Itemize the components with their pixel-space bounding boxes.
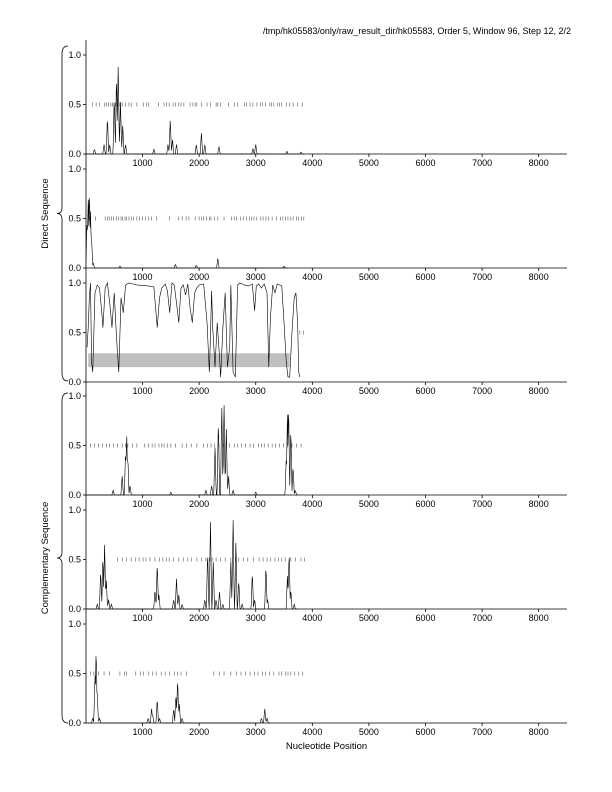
sequence-marks [117, 557, 305, 562]
panel-5: 0.0 0.5 1.0 1000 2000 3000 4000 5000 6000 7000 800… [68, 495, 567, 623]
x-tick-label: 8000 [529, 386, 549, 396]
x-tick-label: 5000 [359, 272, 379, 282]
direct-sequence-label: Direct Sequence [40, 178, 51, 248]
sequence-marks [299, 330, 304, 335]
x-tick-label: 4000 [302, 386, 322, 396]
series-line [86, 281, 301, 378]
y-tick-label: 0.0 [68, 377, 81, 387]
x-tick-label: 6000 [415, 386, 435, 396]
x-tick-label: 6000 [415, 499, 435, 509]
x-tick-label: 2000 [189, 158, 209, 168]
x-tick-label: 6000 [415, 272, 435, 282]
y-tick-label: 0.0 [68, 490, 81, 500]
x-tick-label: 4000 [302, 272, 322, 282]
sequence-marks [89, 216, 305, 221]
x-tick-label: 4000 [302, 727, 322, 737]
sequence-marks [90, 443, 302, 448]
x-tick-label: 4000 [302, 613, 322, 623]
x-tick-label: 2000 [189, 386, 209, 396]
series-line [86, 67, 305, 155]
x-tick-label: 3000 [246, 499, 266, 509]
y-tick-label: 0.5 [68, 214, 81, 224]
x-tick-label: 1000 [133, 386, 153, 396]
x-tick-label: 5000 [359, 613, 379, 623]
panel-2: 0.0 0.5 1.0 1000 2000 3000 4000 5000 6000 7000 800… [68, 154, 567, 282]
y-tick-label: 0.0 [68, 604, 81, 614]
panel-3: 0.0 0.5 1.0 1000 2000 3000 4000 5000 6000 7000 800… [68, 268, 567, 396]
series-line [86, 405, 299, 496]
x-tick-label: 5000 [359, 386, 379, 396]
panel-6: 0.0 0.5 1.0 1000 2000 3000 4000 5000 6000 7000 800… [68, 609, 567, 737]
complementary-sequence-bracket [56, 392, 69, 724]
x-axis-label: Nucleotide Position [286, 741, 367, 752]
y-tick-label: 0.0 [68, 263, 81, 273]
y-tick-label: 0.5 [68, 555, 81, 565]
x-tick-label: 5000 [359, 727, 379, 737]
x-tick-label: 7000 [472, 272, 492, 282]
x-tick-label: 1000 [133, 613, 153, 623]
x-tick-label: 3000 [246, 613, 266, 623]
x-tick-label: 6000 [415, 613, 435, 623]
x-tick-label: 1000 [133, 158, 153, 168]
x-tick-label: 8000 [529, 158, 549, 168]
x-tick-label: 3000 [246, 158, 266, 168]
x-tick-label: 5000 [359, 158, 379, 168]
x-tick-label: 4000 [302, 158, 322, 168]
x-tick-label: 1000 [133, 499, 153, 509]
x-tick-label: 8000 [529, 499, 549, 509]
page-header: /tmp/hk05583/only/raw_result_dir/hk05583… [262, 26, 571, 36]
sequence-marks [90, 671, 304, 676]
y-tick-label: 1.0 [68, 391, 81, 401]
panels: 0.0 0.5 1.0 1000 2000 3000 4000 5000 6000 7000 800… [68, 40, 567, 737]
x-tick-label: 7000 [472, 613, 492, 623]
sequence-marks [92, 102, 303, 107]
y-tick-label: 0.0 [68, 149, 81, 159]
complementary-sequence-label: Complementary Sequence [40, 502, 51, 614]
x-tick-label: 4000 [302, 499, 322, 509]
shaded-band [88, 353, 290, 368]
x-tick-label: 7000 [472, 727, 492, 737]
y-tick-label: 1.0 [68, 619, 81, 629]
x-tick-label: 8000 [529, 272, 549, 282]
x-tick-label: 1000 [133, 272, 153, 282]
group-brackets: Direct Sequence Complementary Sequence [40, 45, 69, 724]
y-tick-label: 1.0 [68, 164, 81, 174]
y-tick-label: 0.5 [68, 100, 81, 110]
x-tick-label: 2000 [189, 727, 209, 737]
x-tick-label: 7000 [472, 499, 492, 509]
x-tick-label: 3000 [246, 727, 266, 737]
y-tick-label: 0.5 [68, 328, 81, 338]
x-tick-label: 8000 [529, 727, 549, 737]
x-tick-label: 6000 [415, 158, 435, 168]
y-tick-label: 1.0 [68, 278, 81, 288]
x-tick-label: 8000 [529, 613, 549, 623]
panel-4: 0.0 0.5 1.0 1000 2000 3000 4000 5000 6000 7000 800… [68, 381, 567, 509]
x-tick-label: 2000 [189, 272, 209, 282]
y-tick-label: 1.0 [68, 50, 81, 60]
x-tick-label: 7000 [472, 158, 492, 168]
x-tick-label: 2000 [189, 499, 209, 509]
y-tick-label: 0.5 [68, 669, 81, 679]
y-tick-label: 0.0 [68, 718, 81, 728]
y-tick-label: 1.0 [68, 505, 81, 515]
series-line [86, 520, 298, 611]
panel-1: 0.0 0.5 1.0 1000 2000 3000 4000 5000 6000 7000 800… [68, 40, 567, 168]
x-tick-label: 3000 [246, 386, 266, 396]
x-tick-label: 3000 [246, 272, 266, 282]
x-tick-label: 5000 [359, 499, 379, 509]
series-line [85, 197, 288, 269]
direct-sequence-bracket [56, 45, 69, 382]
x-tick-label: 7000 [472, 386, 492, 396]
x-tick-label: 2000 [189, 613, 209, 623]
y-tick-label: 0.5 [68, 441, 81, 451]
x-tick-label: 1000 [133, 727, 153, 737]
x-tick-label: 6000 [415, 727, 435, 737]
series-line [86, 656, 271, 724]
